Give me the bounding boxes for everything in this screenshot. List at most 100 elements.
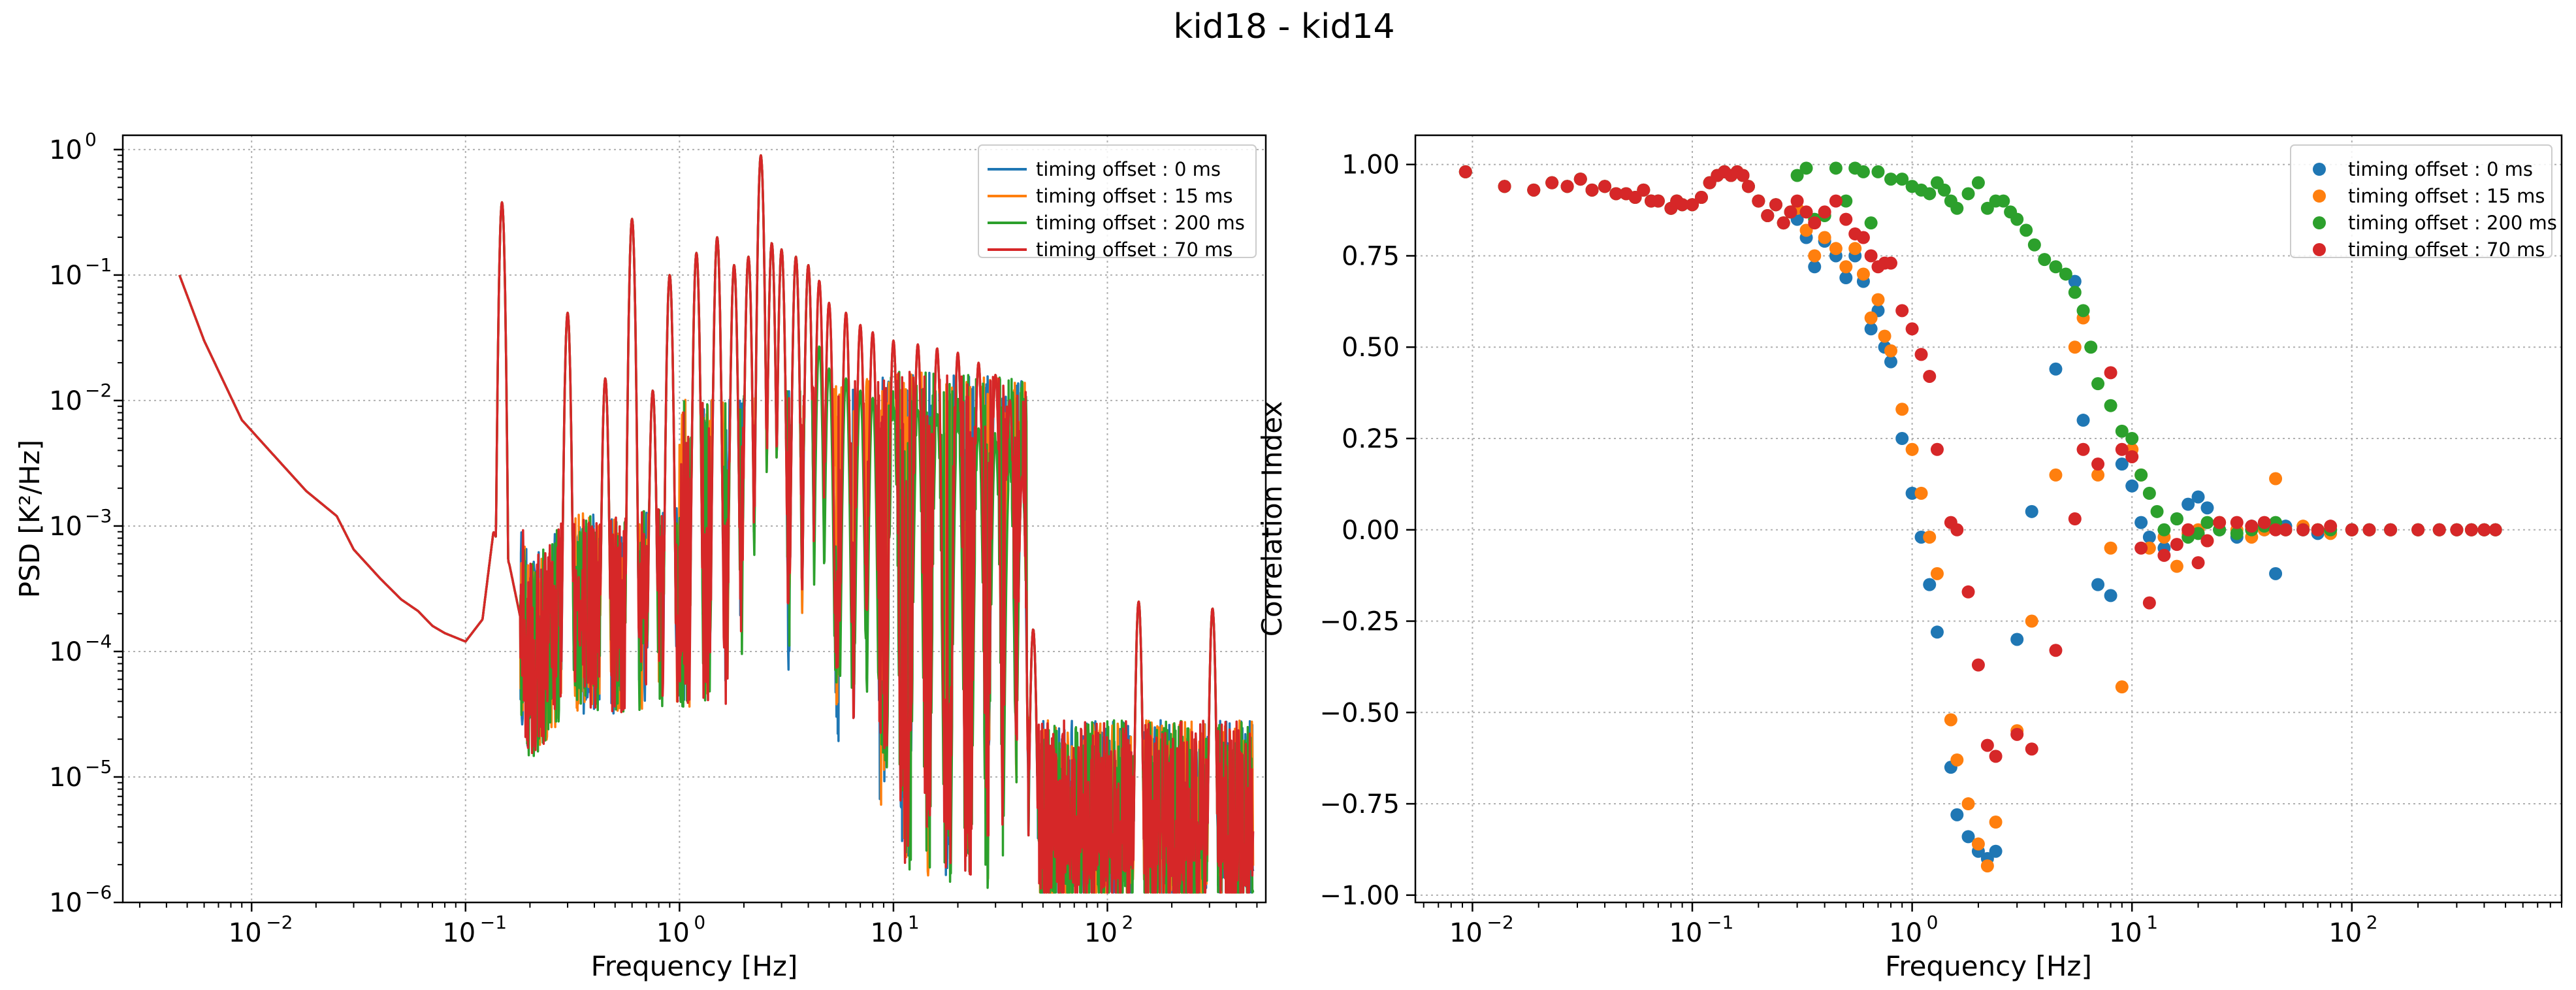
scatter-point <box>2025 614 2038 628</box>
scatter-point <box>2142 486 2156 500</box>
scatter-point <box>1961 830 1975 844</box>
scatter-point <box>1961 797 1975 811</box>
axes-frame <box>1414 134 2563 904</box>
legend-swatch <box>2313 243 2326 256</box>
scatter-point <box>2076 442 2090 456</box>
scatter-point <box>1989 844 2003 858</box>
legend-label: timing offset : 15 ms <box>1036 185 1232 207</box>
y-tick-label: 0.00 <box>1342 516 1400 546</box>
scatter-point <box>1871 293 1885 306</box>
scatter-point <box>2104 541 2117 555</box>
y-tick-label-exponent: 0 <box>85 129 97 150</box>
scatter-point <box>1864 311 1878 325</box>
scatter-point <box>2025 504 2038 518</box>
scatter-point <box>2104 366 2117 380</box>
scatter-point <box>2384 523 2398 536</box>
scatter-point <box>2362 523 2376 536</box>
scatter-point <box>1752 194 1765 208</box>
x-tick-label-exponent: 1 <box>2146 912 2158 933</box>
scatter-point <box>1790 194 1804 208</box>
scatter-point <box>1736 169 1750 182</box>
y-tick-label: 0.25 <box>1342 424 1400 454</box>
scatter-point <box>1829 161 1843 175</box>
scatter-point <box>2477 523 2491 536</box>
scatter-point <box>1997 194 2010 208</box>
scatter-point <box>2464 523 2478 536</box>
x-minor-ticks <box>118 154 1258 908</box>
scatter-point <box>1598 180 1612 193</box>
scatter-point <box>2091 468 2105 482</box>
scatter-point <box>1829 194 1843 208</box>
scatter-point <box>1685 198 1699 212</box>
scatter-point <box>1905 442 1919 456</box>
scatter-point <box>2038 253 2052 267</box>
scatter-point <box>1923 369 1937 383</box>
scatter-point <box>1989 816 2003 829</box>
scatter-point <box>2091 578 2105 591</box>
y-tick-label-exponent: −3 <box>85 505 112 527</box>
figure-title: kid18 - kid14 <box>1173 7 1394 46</box>
scatter-point <box>2450 523 2464 536</box>
scatter-point <box>2115 442 2129 456</box>
scatter-point <box>2269 567 2283 580</box>
scatter-point <box>2170 512 2183 525</box>
legend-box <box>978 144 1257 258</box>
scatter-point <box>2269 523 2283 536</box>
scatter-point <box>1930 442 1944 456</box>
scatter-point <box>1784 205 1797 219</box>
scatter-point <box>1895 304 1909 318</box>
scatter-point <box>1989 750 2003 763</box>
scatter-point <box>2134 516 2148 529</box>
scatter-point <box>2115 680 2129 694</box>
y-tick-label-exponent: −1 <box>85 254 112 276</box>
scatter-point <box>2182 523 2195 536</box>
scatter-point <box>1930 625 1944 639</box>
legend-label: timing offset : 70 ms <box>1036 239 1232 261</box>
scatter-point <box>2068 286 2082 299</box>
x-tick-label: 10 <box>1084 918 1118 948</box>
x-tick-label-exponent: 2 <box>1121 912 1133 933</box>
scatter-point <box>2068 512 2082 525</box>
scatter-point <box>2257 516 2271 529</box>
scatter-point <box>2488 523 2502 536</box>
x-tick-label: 10 <box>1889 918 1922 948</box>
scatter-point <box>1675 198 1689 212</box>
scatter-point <box>2170 538 2183 552</box>
y-tick-label: 1.00 <box>1342 150 1400 180</box>
scatter-point <box>2125 479 2139 493</box>
x-tick-label: 10 <box>2328 918 2362 948</box>
y-tick-label: 0.50 <box>1342 333 1400 363</box>
scatter-point <box>1895 173 1909 186</box>
correlation-panel: 10 −2 10 −1 10 0 10 1 10 2−1.00−0.75−0.50−0.250.0… <box>1256 134 2563 982</box>
scatter-point <box>2200 501 2214 515</box>
scatter-point <box>1950 201 1964 215</box>
plot-area <box>178 154 1255 894</box>
scatter-point <box>1818 205 1831 219</box>
plot-area <box>1458 161 2502 873</box>
scatter-point <box>1971 837 1985 851</box>
scatter-point <box>1609 187 1623 201</box>
scatter-point <box>1923 187 1937 201</box>
scatter-point <box>2091 457 2105 471</box>
scatter-point <box>2157 523 2171 536</box>
scatter-point <box>1560 180 1574 193</box>
y-tick-label-exponent: −4 <box>85 631 112 652</box>
scatter-point <box>1937 183 1951 197</box>
scatter-point <box>2142 530 2156 544</box>
scatter-point <box>1799 161 1813 175</box>
scatter-point <box>2142 596 2156 610</box>
legend-label: timing offset : 15 ms <box>2348 185 2545 207</box>
scatter-point <box>2157 548 2171 562</box>
scatter-point <box>1777 216 1790 230</box>
scatter-point <box>1839 260 1853 274</box>
scatter-point <box>2049 468 2063 482</box>
x-tick-label-exponent: 0 <box>694 912 705 933</box>
scatter-point <box>2025 742 2038 756</box>
scatter-point <box>2125 432 2139 446</box>
x-tick-label-exponent: −2 <box>266 912 293 933</box>
scatter-point <box>2068 340 2082 354</box>
scatter-point <box>1829 242 1843 256</box>
y-tick-label: −1.00 <box>1319 881 1400 911</box>
scatter-point <box>2010 727 2024 741</box>
scatter-point <box>2150 504 2164 518</box>
